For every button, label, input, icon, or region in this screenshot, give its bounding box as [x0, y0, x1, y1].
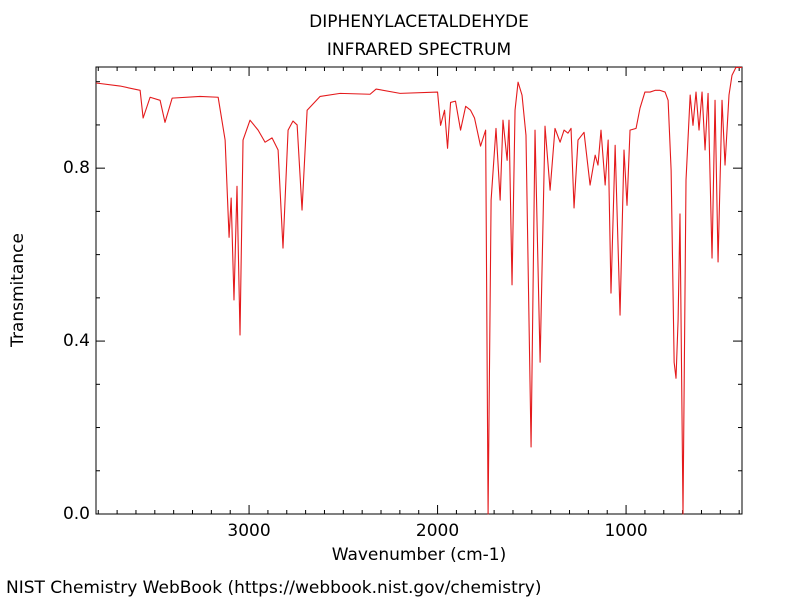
- y-axis-label: Transmitance: [8, 233, 28, 348]
- y-tick-label: 0.4: [63, 331, 90, 351]
- x-tick-label: 3000: [227, 521, 270, 541]
- y-tick-label: 0.0: [63, 504, 90, 524]
- y-tick-label: 0.8: [63, 158, 90, 178]
- x-tick-label: 1000: [604, 521, 647, 541]
- chart-title: DIPHENYLACETALDEHYDE: [309, 12, 529, 32]
- chart-subtitle: INFRARED SPECTRUM: [327, 40, 511, 60]
- x-axis-label: Wavenumber (cm-1): [332, 545, 507, 565]
- spectrum-line: [95, 66, 742, 515]
- x-tick-label: 2000: [416, 521, 459, 541]
- plot-frame: [95, 66, 743, 515]
- footer: NIST Chemistry WebBook (https://webbook.…: [6, 578, 541, 598]
